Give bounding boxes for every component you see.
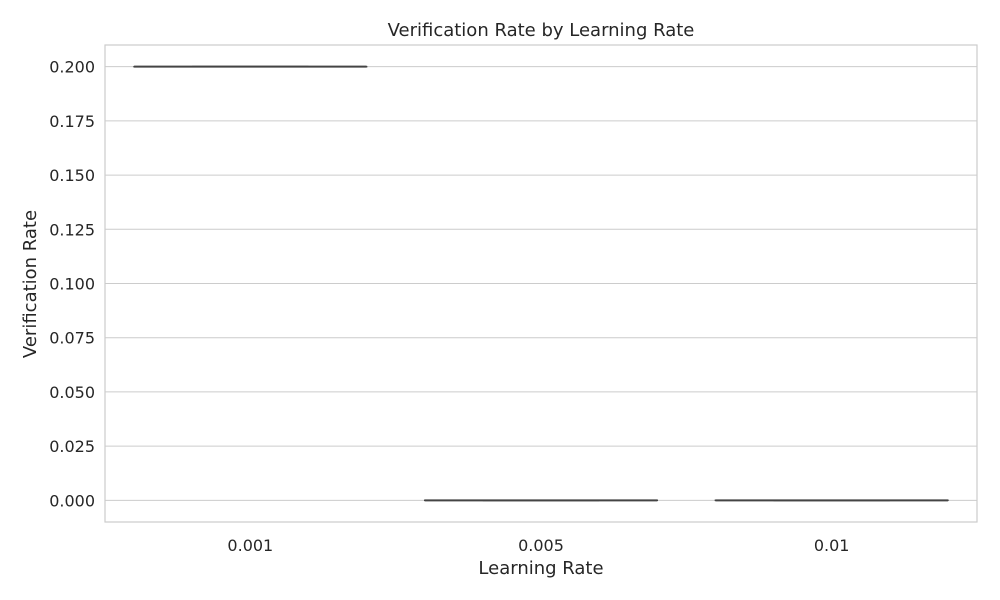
y-tick-label: 0.025 [49, 437, 95, 456]
x-tick-labels: 0.001 0.005 0.01 [227, 536, 849, 555]
y-tick-label: 0.050 [49, 383, 95, 402]
chart-title: Verification Rate by Learning Rate [388, 20, 695, 41]
y-tick-label: 0.100 [49, 275, 95, 294]
x-tick-label: 0.005 [518, 536, 564, 555]
x-axis-label: Learning Rate [478, 558, 603, 579]
y-tick-label: 0.000 [49, 491, 95, 510]
box-marks [133, 65, 949, 502]
y-tick-label: 0.150 [49, 166, 95, 185]
y-tick-label: 0.075 [49, 329, 95, 348]
x-tick-label: 0.001 [227, 536, 273, 555]
y-tick-labels: 0.000 0.025 0.050 0.075 0.100 0.125 0.150 0.175… [49, 58, 95, 511]
plot-frame [104, 44, 978, 523]
grid-lines [105, 66, 977, 501]
y-tick-label: 0.175 [49, 112, 95, 131]
x-tick-label: 0.01 [814, 536, 850, 555]
y-tick-label: 0.200 [49, 58, 95, 77]
y-axis-label: Verification Rate [20, 210, 41, 358]
y-tick-label: 0.125 [49, 220, 95, 239]
